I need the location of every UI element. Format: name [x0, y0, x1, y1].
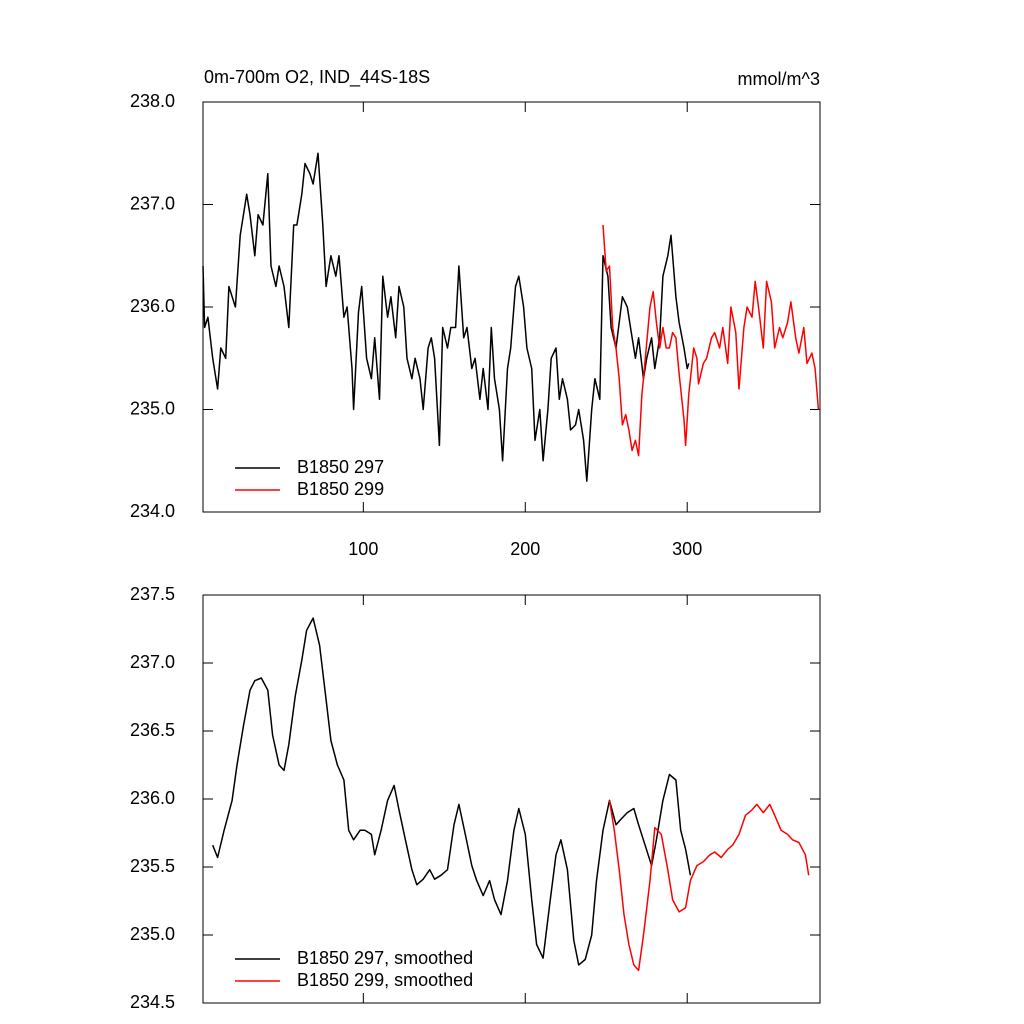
- y-tick-label: 238.0: [130, 91, 175, 111]
- x-tick-label: 300: [672, 539, 702, 559]
- legend-label: B1850 297: [297, 457, 384, 477]
- y-tick-label: 236.0: [130, 296, 175, 316]
- y-tick-label: 236.0: [130, 788, 175, 808]
- y-tick-label: 235.0: [130, 398, 175, 418]
- series-line: [202, 152, 690, 482]
- y-tick-label: 237.0: [130, 193, 175, 213]
- legend-label: B1850 297, smoothed: [297, 948, 473, 968]
- chart-title: 0m-700m O2, IND_44S-18S: [204, 67, 430, 88]
- y-tick-label: 236.5: [130, 720, 175, 740]
- plot-frame: [202, 594, 821, 1004]
- x-tick-label: 200: [510, 539, 540, 559]
- y-tick-label: 237.5: [130, 584, 175, 604]
- series-line: [608, 800, 810, 972]
- y-tick-label: 237.0: [130, 652, 175, 672]
- y-tick-label: 234.0: [130, 501, 175, 521]
- legend-label: B1850 299, smoothed: [297, 970, 473, 990]
- y-tick-label: 235.5: [130, 856, 175, 876]
- y-tick-label: 235.0: [130, 924, 175, 944]
- x-tick-label: 100: [348, 539, 378, 559]
- series-line: [602, 224, 820, 457]
- series-line: [212, 617, 692, 966]
- legend-label: B1850 299: [297, 479, 384, 499]
- plot-frame: [202, 101, 821, 513]
- units-label: mmol/m^3: [738, 69, 820, 89]
- y-tick-label: 234.5: [130, 992, 175, 1012]
